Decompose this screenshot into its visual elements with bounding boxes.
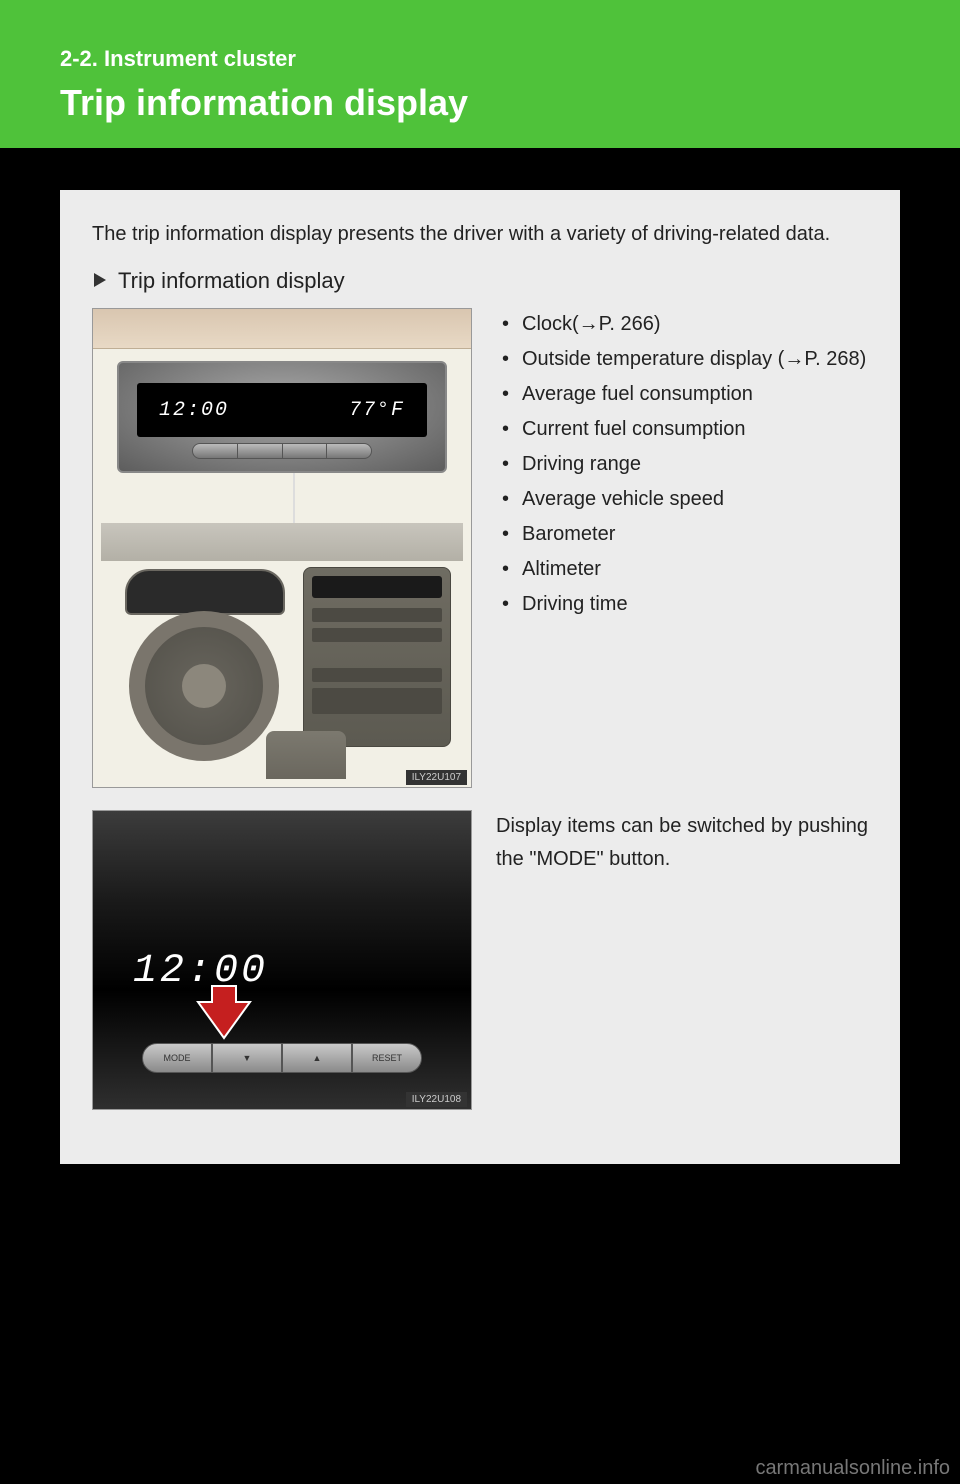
list-item: Driving time <box>496 588 868 621</box>
cs-control-row <box>312 608 442 622</box>
lcd-temp: 77°F <box>349 399 405 422</box>
cs-control-row <box>312 688 442 714</box>
mode-btn-down: ▼ <box>213 1044 283 1072</box>
content-panel: The trip information display presents th… <box>60 190 900 1164</box>
row-2: 12:00 MODE ▼ ▲ RESET ILY22U108 Display i… <box>92 810 868 1110</box>
intro-text: The trip information display presents th… <box>92 218 868 250</box>
trip-btn-seg <box>283 444 328 458</box>
figure-dashboard-overview: 12:00 77°F <box>92 308 472 788</box>
triangle-right-icon <box>92 268 108 294</box>
list-item: Clock(→P. 266) <box>496 308 868 341</box>
mode-btn-reset: RESET <box>353 1044 421 1072</box>
dash-top-trim <box>93 309 471 349</box>
bullet-column: Clock(→P. 266) Outside temperature displ… <box>496 308 868 788</box>
row-1: 12:00 77°F <box>92 308 868 788</box>
figure-label-2: ILY22U108 <box>406 1092 467 1107</box>
list-item: Altimeter <box>496 553 868 586</box>
cs-control-row <box>312 628 442 642</box>
section-number: 2-2. Instrument cluster <box>60 46 920 72</box>
lcd-clock: 12:00 <box>159 399 229 422</box>
subheading-text: Trip information display <box>118 268 345 294</box>
figure-label-1: ILY22U107 <box>406 770 467 785</box>
figure-mode-closeup: 12:00 MODE ▼ ▲ RESET ILY22U108 <box>92 810 472 1110</box>
mode-btn-mode: MODE <box>143 1044 213 1072</box>
watermark-text: carmanualsonline.info <box>755 1457 950 1480</box>
cs-control-row <box>312 668 442 682</box>
list-item: Average vehicle speed <box>496 483 868 516</box>
instrument-cluster <box>125 569 285 615</box>
list-item: Average fuel consumption <box>496 378 868 411</box>
trip-button-strip <box>192 443 372 459</box>
list-item: Barometer <box>496 518 868 551</box>
trip-display-zoom: 12:00 77°F <box>117 361 447 473</box>
trip-btn-seg <box>193 444 238 458</box>
interior-dash-top <box>101 523 463 561</box>
subheading-row: Trip information display <box>92 268 868 294</box>
gear-shifter <box>266 731 346 779</box>
trip-btn-seg <box>238 444 283 458</box>
center-stack <box>303 567 451 747</box>
mode-btn-up: ▲ <box>283 1044 353 1072</box>
mode-button-bar: MODE ▼ ▲ RESET <box>142 1043 422 1073</box>
list-item: Driving range <box>496 448 868 481</box>
page-title: Trip information display <box>60 82 920 124</box>
switch-description: Display items can be switched by pushing… <box>496 810 868 876</box>
switch-description-column: Display items can be switched by pushing… <box>496 810 868 1110</box>
trip-lcd-screen: 12:00 77°F <box>137 383 427 437</box>
header-gap <box>0 148 960 190</box>
list-item: Current fuel consumption <box>496 413 868 446</box>
trip-btn-seg <box>327 444 371 458</box>
steering-wheel <box>129 611 279 761</box>
page-header: 2-2. Instrument cluster Trip information… <box>0 0 960 148</box>
callout-leader-line <box>293 473 295 523</box>
cs-display <box>312 576 442 598</box>
feature-bullet-list: Clock(→P. 266) Outside temperature displ… <box>496 308 868 621</box>
vehicle-interior <box>101 523 463 779</box>
red-pointer-arrow-icon <box>194 984 254 1045</box>
list-item: Outside temperature display (→P. 268) <box>496 343 868 376</box>
